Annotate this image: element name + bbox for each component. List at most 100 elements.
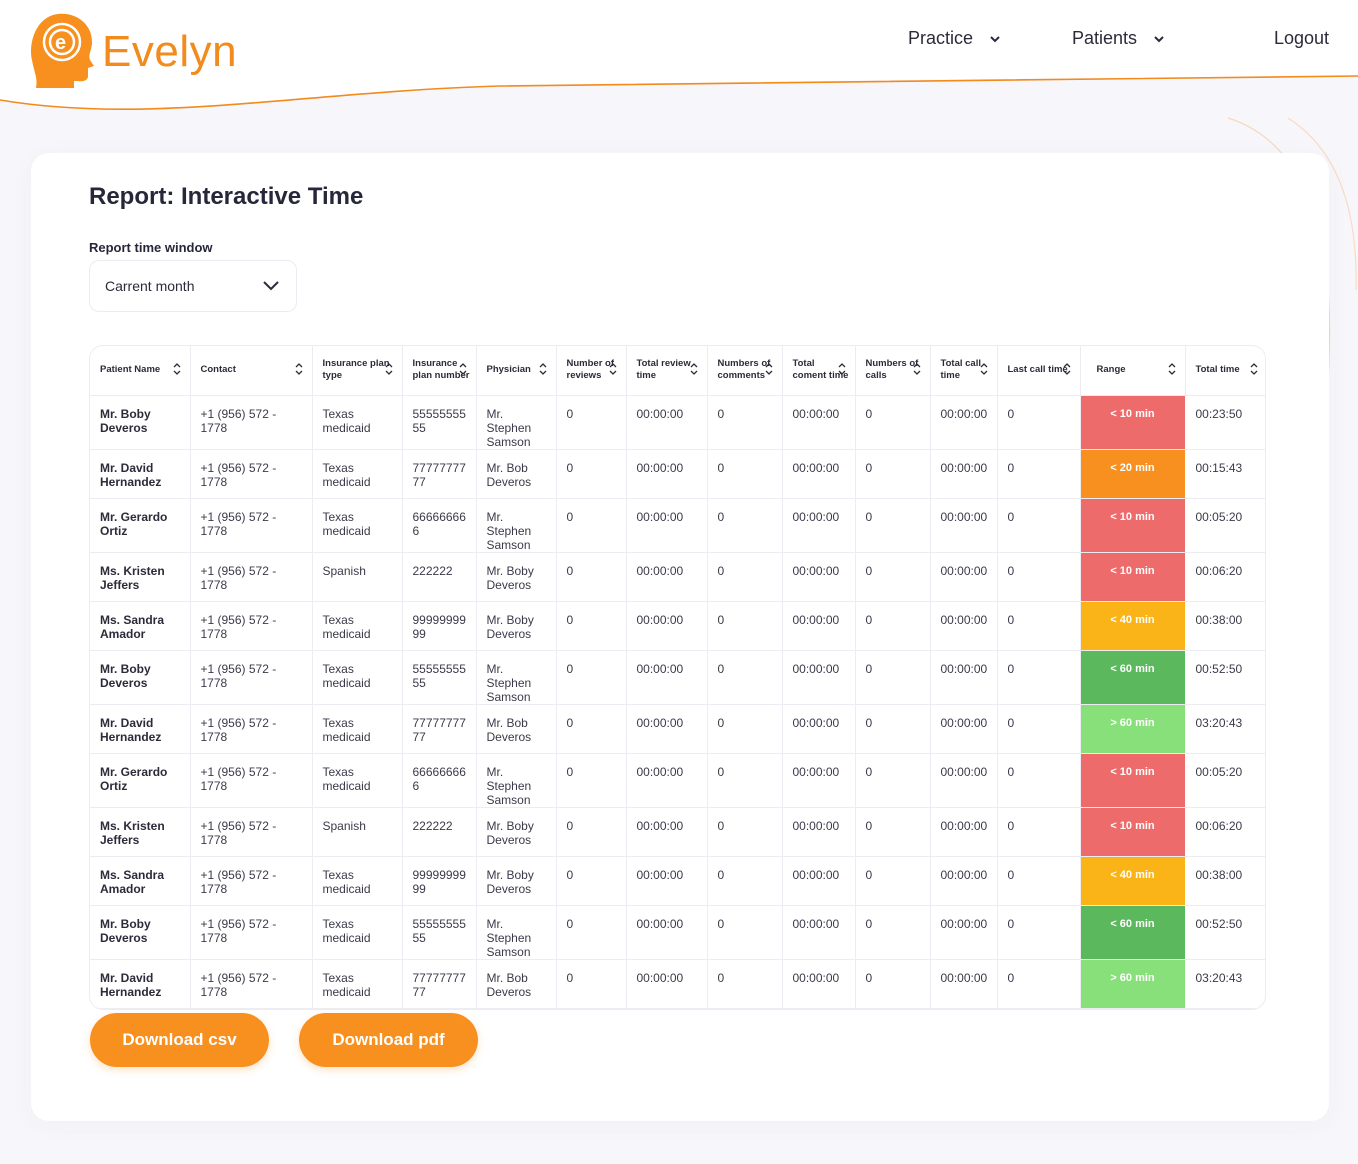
insurance-type-cell: Texas medicaid <box>312 650 403 705</box>
insurance-number-cell: 666666666 <box>402 498 477 553</box>
reviews-cell: 0 <box>556 905 627 960</box>
total-time-cell: 00:15:43 <box>1185 449 1265 499</box>
calls-cell: 0 <box>855 650 931 705</box>
insurance-number-cell: 666666666 <box>402 753 477 808</box>
sort-icon[interactable] <box>458 362 468 376</box>
total-time-cell: 00:52:50 <box>1185 905 1265 960</box>
sort-icon[interactable] <box>538 362 548 376</box>
comments-cell: 0 <box>707 905 783 960</box>
column-header-physician[interactable]: Physician <box>476 346 557 396</box>
table-row[interactable]: Mr. Boby Deveros +1 (956) 572 - 1778 Texas… <box>90 905 1265 960</box>
last-call-cell: 0 <box>997 753 1081 808</box>
range-badge: < 40 min <box>1080 856 1186 906</box>
table-header-row: Patient Name Contact Insurance plan type In… <box>90 346 1265 396</box>
column-header-numbers-of-comments[interactable]: Numbers of comments <box>707 346 783 396</box>
column-header-range[interactable]: Range <box>1080 346 1186 396</box>
calls-cell: 0 <box>855 905 931 960</box>
reviews-cell: 0 <box>556 753 627 808</box>
sort-icon[interactable] <box>979 362 989 376</box>
insurance-type-cell: Texas medicaid <box>312 395 403 450</box>
review-time-cell: 00:00:00 <box>626 856 708 906</box>
sort-icon[interactable] <box>837 362 847 376</box>
insurance-number-cell: 7777777777 <box>402 959 477 1009</box>
range-badge: < 10 min <box>1080 395 1186 450</box>
nav-logout[interactable]: Logout <box>1274 28 1329 49</box>
insurance-type-cell: Texas medicaid <box>312 905 403 960</box>
nav-patients-label: Patients <box>1072 28 1138 48</box>
table-row[interactable]: Mr. Gerardo Ortiz +1 (956) 572 - 1778 Texa… <box>90 498 1265 553</box>
column-header-insurance-plan-number[interactable]: Insurance plan number <box>402 346 477 396</box>
column-header-total-call-time[interactable]: Total call time <box>930 346 998 396</box>
review-time-cell: 00:00:00 <box>626 552 708 602</box>
comments-cell: 0 <box>707 449 783 499</box>
patient-name-cell: Mr. David Hernandez <box>90 959 191 1009</box>
sort-icon[interactable] <box>294 362 304 376</box>
call-time-cell: 00:00:00 <box>930 601 998 651</box>
column-header-last-call-time[interactable]: Last call time <box>997 346 1081 396</box>
table-row[interactable]: Mr. David Hernandez +1 (956) 572 - 1778 Te… <box>90 449 1265 499</box>
call-time-cell: 00:00:00 <box>930 905 998 960</box>
comments-cell: 0 <box>707 959 783 1009</box>
sort-icon[interactable] <box>689 362 699 376</box>
comments-cell: 0 <box>707 753 783 808</box>
physician-cell: Mr. Stephen Samson <box>476 905 557 960</box>
insurance-number-cell: 222222 <box>402 807 477 857</box>
calls-cell: 0 <box>855 704 931 754</box>
table-row[interactable]: Mr. Gerardo Ortiz +1 (956) 572 - 1778 Texa… <box>90 753 1265 808</box>
sort-icon[interactable] <box>1167 362 1177 376</box>
table-row[interactable]: Ms. Sandra Amador +1 (956) 572 - 1778 Texa… <box>90 856 1265 906</box>
physician-cell: Mr. Stephen Samson <box>476 498 557 553</box>
sort-icon[interactable] <box>172 362 182 376</box>
reviews-cell: 0 <box>556 449 627 499</box>
sort-icon[interactable] <box>608 362 618 376</box>
nav-patients[interactable]: Patients <box>1072 28 1165 49</box>
column-header-patient-name[interactable]: Patient Name <box>90 346 191 396</box>
insurance-type-cell: Spanish <box>312 807 403 857</box>
time-window-select[interactable]: Carrent month <box>89 260 297 312</box>
call-time-cell: 00:00:00 <box>930 449 998 499</box>
column-header-numbers-of-calls[interactable]: Numbers of calls <box>855 346 931 396</box>
logo[interactable]: e Evelyn <box>28 10 237 88</box>
physician-cell: Mr. Bob Deveros <box>476 449 557 499</box>
download-pdf-button[interactable]: Download pdf <box>299 1013 478 1067</box>
call-time-cell: 00:00:00 <box>930 807 998 857</box>
sort-icon[interactable] <box>764 362 774 376</box>
column-header-total-review-time[interactable]: Total review time <box>626 346 708 396</box>
table-row[interactable]: Mr. Boby Deveros +1 (956) 572 - 1778 Texas… <box>90 395 1265 450</box>
sort-icon[interactable] <box>1062 362 1072 376</box>
column-header-label: Total call time <box>940 358 981 382</box>
column-header-label: Numbers of calls <box>865 358 919 382</box>
insurance-number-cell: 5555555555 <box>402 905 477 960</box>
range-badge: > 60 min <box>1080 959 1186 1009</box>
time-window-label: Report time window <box>89 240 213 255</box>
download-csv-button[interactable]: Download csv <box>90 1013 269 1067</box>
insurance-number-cell: 5555555555 <box>402 650 477 705</box>
sort-icon[interactable] <box>912 362 922 376</box>
total-time-cell: 03:20:43 <box>1185 959 1265 1009</box>
column-header-total-time[interactable]: Total time <box>1185 346 1265 396</box>
table-row[interactable]: Mr. David Hernandez +1 (956) 572 - 1778 Te… <box>90 959 1265 1009</box>
call-time-cell: 00:00:00 <box>930 856 998 906</box>
patient-name-cell: Mr. Boby Deveros <box>90 650 191 705</box>
column-header-number-of-reviews[interactable]: Number of reviews <box>556 346 627 396</box>
range-badge: < 20 min <box>1080 449 1186 499</box>
nav-practice[interactable]: Practice <box>908 28 1001 49</box>
review-time-cell: 00:00:00 <box>626 753 708 808</box>
table-row[interactable]: Mr. David Hernandez +1 (956) 572 - 1778 Te… <box>90 704 1265 754</box>
call-time-cell: 00:00:00 <box>930 704 998 754</box>
column-header-contact[interactable]: Contact <box>190 346 313 396</box>
column-header-total-comment-time[interactable]: Total coment time <box>782 346 856 396</box>
column-header-insurance-plan-type[interactable]: Insurance plan type <box>312 346 403 396</box>
sort-icon[interactable] <box>1249 362 1259 376</box>
call-time-cell: 00:00:00 <box>930 552 998 602</box>
reviews-cell: 0 <box>556 552 627 602</box>
reviews-cell: 0 <box>556 498 627 553</box>
sort-icon[interactable] <box>384 362 394 376</box>
page-title: Report: Interactive Time <box>89 183 364 210</box>
table-row[interactable]: Ms. Sandra Amador +1 (956) 572 - 1778 Texa… <box>90 601 1265 651</box>
range-badge: > 60 min <box>1080 704 1186 754</box>
table-row[interactable]: Ms. Kristen Jeffers +1 (956) 572 - 1778 Sp… <box>90 807 1265 857</box>
chevron-down-icon <box>1154 35 1164 42</box>
table-row[interactable]: Ms. Kristen Jeffers +1 (956) 572 - 1778 Sp… <box>90 552 1265 602</box>
table-row[interactable]: Mr. Boby Deveros +1 (956) 572 - 1778 Texas… <box>90 650 1265 705</box>
